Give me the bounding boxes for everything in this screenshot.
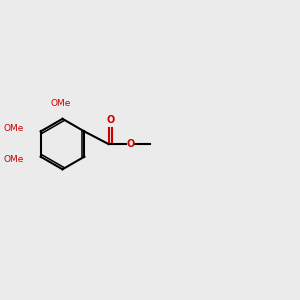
- Text: OMe: OMe: [4, 124, 24, 133]
- Text: OMe: OMe: [4, 155, 24, 164]
- Text: OMe: OMe: [51, 99, 71, 108]
- Text: O: O: [127, 139, 135, 149]
- Text: O: O: [106, 115, 114, 125]
